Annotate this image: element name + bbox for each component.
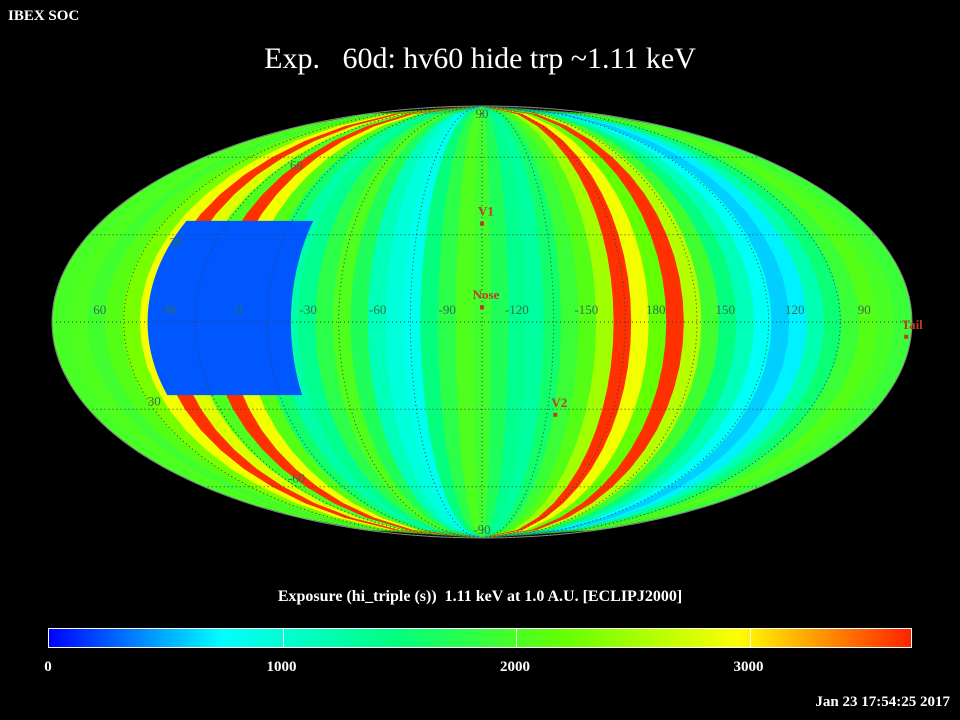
colorbar-tick-label: 2000 [500, 659, 530, 675]
colorbar-tick [516, 629, 517, 647]
meridian-line [338, 106, 483, 538]
low-exposure-cell [147, 220, 314, 396]
longitude-label: -30 [300, 302, 317, 317]
longitude-label: -90 [439, 302, 456, 317]
markers: V1 Nose V2 Tail [473, 204, 924, 417]
exposure-strip [482, 106, 597, 538]
chart-title: Exp. 60d: hv60 hide trp ~1.11 keV [264, 42, 696, 75]
exposure-strip [482, 106, 562, 538]
latitude-label: 30 [148, 393, 161, 408]
marker-point [480, 221, 484, 226]
exposure-strip [482, 106, 615, 538]
exposure-strips [52, 106, 912, 538]
meridian-line [481, 106, 626, 538]
colorbar-tick-label: 1000 [266, 659, 297, 675]
exposure-strip [482, 106, 527, 538]
longitude-label: -150 [574, 302, 598, 317]
latitude-label: -90 [473, 522, 490, 537]
marker-point [553, 412, 558, 417]
longitude-label: 30 [163, 302, 176, 317]
latitude-label: 60 [290, 157, 303, 172]
longitude-label: 60 [93, 302, 106, 317]
colorbar-tick [749, 629, 751, 647]
mollweide-map: 60 30 0 -30 -60 -90 -120 -150 180 150 120 90 90 60 30 3… [51, 105, 924, 539]
exposure-strip [482, 106, 580, 538]
exposure-strip [438, 106, 482, 538]
longitude-label: 0 [235, 302, 242, 317]
map-border [51, 105, 913, 539]
latitude-label: 90 [476, 106, 489, 121]
exposure-strip [482, 106, 510, 538]
meridian-line [194, 106, 483, 538]
exposure-strip [367, 106, 482, 538]
colorbar [48, 628, 912, 648]
timestamp: Jan 23 17:54:25 2017 [815, 694, 950, 710]
exposure-strip [403, 106, 482, 538]
exposure-strip [420, 106, 482, 538]
exposure-strip [482, 106, 545, 538]
latitude-label: 30 [170, 235, 183, 250]
colorbar-tick-label: 3000 [733, 659, 764, 675]
marker-point [480, 305, 484, 310]
marker-label: Nose [473, 287, 500, 302]
exposure-strip [385, 106, 482, 538]
low-exposure-region [147, 220, 314, 396]
longitude-label: 180 [646, 302, 666, 317]
marker-label: V1 [478, 204, 494, 219]
colorbar-caption: Exposure (hi_triple (s)) 1.11 keV at 1.0… [277, 588, 683, 605]
colorbar-tick [282, 629, 284, 647]
meridian-line [481, 106, 841, 538]
app-corner-label: IBEX SOC [8, 8, 80, 24]
longitude-label: 120 [785, 302, 805, 317]
longitude-label: -120 [505, 302, 529, 317]
marker-label: Tail [902, 317, 924, 332]
grid-labels: 60 30 0 -30 -60 -90 -120 -150 180 150 120 90 90 60 30 3… [93, 106, 871, 537]
latitude-label: -60 [288, 471, 305, 486]
longitude-label: -60 [369, 302, 386, 317]
marker-point [904, 334, 909, 339]
colorbar-tick-label: 0 [44, 659, 52, 675]
graticule [52, 106, 912, 538]
meridian-line [409, 106, 483, 538]
marker-label: V2 [551, 395, 567, 410]
longitude-label: 90 [858, 302, 871, 317]
meridian-line [123, 106, 483, 538]
longitude-label: 150 [716, 302, 736, 317]
